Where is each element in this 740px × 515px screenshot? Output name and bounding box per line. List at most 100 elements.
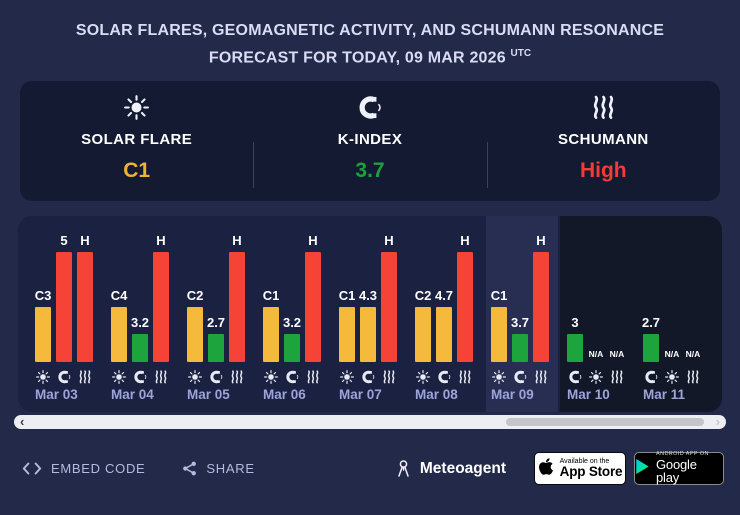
share-icon <box>182 461 197 476</box>
bar-value-label: H <box>80 233 90 248</box>
sun-icon <box>112 369 126 384</box>
solar-flare-bar <box>35 307 51 362</box>
appstore-line1: Available on the <box>559 457 610 465</box>
schumann-column: H <box>77 216 93 384</box>
embed-code-label: EMBED CODE <box>51 461 146 476</box>
sun-icon <box>665 369 679 384</box>
scrollbar-thumb[interactable] <box>506 418 704 426</box>
bar-value-label: C2 <box>414 288 432 303</box>
k-index-column: 2.7 <box>641 216 661 384</box>
k-index-bar <box>284 334 300 362</box>
googleplay-line2: Google play <box>656 456 697 486</box>
googleplay-line1: ANDROID APP ON <box>656 450 709 457</box>
day-group-mar-07: C1 4.3 H Mar 07 <box>339 216 399 412</box>
sun-icon <box>589 369 603 384</box>
solar-flare-bar <box>263 307 279 362</box>
schumann-column: H <box>381 216 397 384</box>
solar-flare-column: C1 <box>491 216 507 384</box>
schumann-column: H <box>229 216 245 384</box>
date-label: Mar 11 <box>643 387 686 402</box>
k-index-column: 4.7 <box>434 216 454 384</box>
sun-icon <box>492 369 506 384</box>
bar-value-label: H <box>460 233 470 248</box>
day-group-mar-05: C2 2.7 H Mar 05 <box>187 216 247 412</box>
summary-panel: SOLAR FLARE C1 K-INDEX 3.7 SCHUMANN High <box>20 81 720 201</box>
na-label: N/A <box>588 349 604 359</box>
bar-value-label: C2 <box>186 288 204 303</box>
summary-card-k-index: K-INDEX 3.7 <box>253 81 486 201</box>
bar-value-label: C3 <box>34 288 52 303</box>
embed-code-button[interactable]: EMBED CODE <box>22 461 145 476</box>
k-index-bar <box>436 307 452 362</box>
schumann-column: N/A <box>609 216 625 384</box>
day-group-mar-03: C3 5 H Mar 03 <box>35 216 95 412</box>
sun-icon <box>36 369 50 384</box>
schumann-bar <box>153 252 169 362</box>
bar-value-label: 3.2 <box>130 315 150 330</box>
date-label: Mar 10 <box>567 387 610 402</box>
magnet-icon <box>209 369 223 384</box>
k-index-column: 3.2 <box>130 216 150 384</box>
schumann-bar <box>77 252 93 362</box>
waves-icon <box>382 369 396 384</box>
meteoagent-brand[interactable]: Meteoagent <box>395 459 506 478</box>
na-label: N/A <box>664 349 680 359</box>
k-index-column: 2.7 <box>207 216 225 384</box>
apple-icon <box>538 457 554 481</box>
date-label: Mar 09 <box>491 387 534 402</box>
schumann-bar <box>533 252 549 362</box>
scroll-right-arrow-icon[interactable]: › <box>715 414 720 429</box>
day-group-mar-10: 3 N/A N/A Mar 10 <box>567 216 627 412</box>
waves-icon <box>686 369 700 384</box>
bar-value-label: 4.7 <box>434 288 454 303</box>
schumann-bar <box>305 252 321 362</box>
share-button[interactable]: SHARE <box>182 461 254 476</box>
summary-label: SCHUMANN <box>557 131 649 148</box>
na-label: N/A <box>685 349 701 359</box>
k-index-bar <box>208 334 224 362</box>
k-index-column: 3 <box>567 216 583 384</box>
magnet-icon <box>644 369 658 384</box>
share-label: SHARE <box>206 461 255 476</box>
app-store-badge[interactable]: Available on the App Store <box>534 452 626 485</box>
solar-flare-bar <box>187 307 203 362</box>
k-index-bar <box>567 334 583 362</box>
solar-flare-bar <box>491 307 507 362</box>
k-index-column: 5 <box>56 216 72 384</box>
schumann-column: H <box>153 216 169 384</box>
date-label: Mar 04 <box>111 387 154 402</box>
magnet-icon <box>437 369 451 384</box>
k-index-column: 3.2 <box>283 216 301 384</box>
antenna-icon <box>395 459 412 478</box>
k-index-bar <box>56 252 72 362</box>
summary-value: High <box>579 159 627 182</box>
k-index-bar <box>360 307 376 362</box>
solar-flare-column: C4 <box>111 216 127 384</box>
day-group-mar-04: C4 3.2 H Mar 04 <box>111 216 171 412</box>
bar-value-label: 5 <box>60 233 68 248</box>
bar-value-label: 3 <box>571 315 579 330</box>
solar-flare-bar <box>339 307 355 362</box>
magnet-icon <box>361 369 375 384</box>
google-play-badge[interactable]: ANDROID APP ON Google play <box>634 450 724 486</box>
date-label: Mar 05 <box>187 387 230 402</box>
scroll-left-arrow-icon[interactable]: ‹ <box>20 414 25 429</box>
bar-value-label: 2.7 <box>641 315 661 330</box>
summary-value: 3.7 <box>355 159 385 182</box>
solar-flare-column: N/A <box>588 216 604 384</box>
waves-icon <box>78 369 92 384</box>
bar-value-label: H <box>156 233 166 248</box>
k-index-bar <box>643 334 659 362</box>
k-index-column: 3.7 <box>511 216 529 384</box>
summary-label: K-INDEX <box>337 131 403 148</box>
solar-flare-column: C1 <box>339 216 355 384</box>
bar-value-label: H <box>232 233 242 248</box>
magnet-icon <box>57 369 71 384</box>
schumann-bar <box>381 252 397 362</box>
bar-value-label: H <box>384 233 394 248</box>
future-days-region <box>560 216 722 412</box>
date-label: Mar 03 <box>35 387 78 402</box>
chart-scrollbar[interactable]: ‹ › <box>14 415 726 429</box>
schumann-column: N/A <box>685 216 701 384</box>
k-index-bar <box>132 334 148 362</box>
